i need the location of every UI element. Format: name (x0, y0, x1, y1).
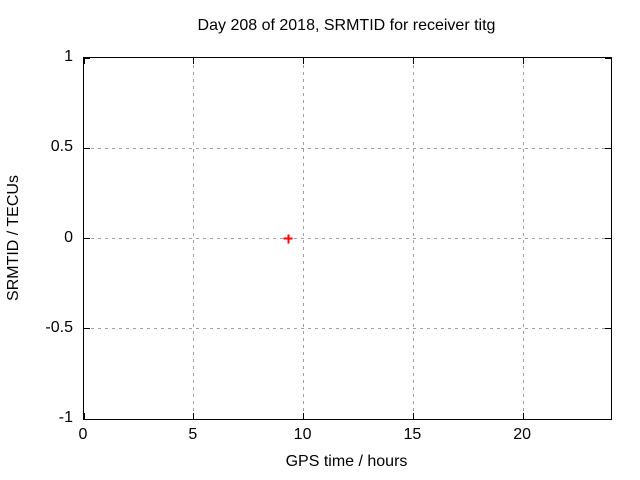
y-tick-mark (84, 328, 90, 330)
x-axis-label: GPS time / hours (285, 453, 408, 470)
x-tick-mark (303, 413, 305, 419)
x-tick-mark (522, 413, 524, 419)
x-tick-mark (83, 413, 85, 419)
y-tick-mark (84, 238, 90, 239)
y-tick-mark-mirror (605, 418, 611, 420)
y-tick-label: -1 (58, 409, 73, 426)
x-tick-label: 5 (188, 426, 198, 443)
x-tick-label: 20 (513, 426, 532, 443)
data-point-marker (283, 234, 293, 243)
plot-area (83, 57, 612, 420)
y-gridline (84, 238, 611, 239)
y-tick-mark-mirror (605, 238, 611, 239)
x-tick-mark (412, 413, 414, 419)
x-tick-label: 10 (293, 426, 312, 443)
y-tick-label: 1 (64, 48, 73, 65)
y-tick-label: -0.5 (45, 318, 73, 336)
y-tick-mark (84, 418, 90, 420)
y-tick-label: 0 (64, 228, 73, 246)
x-tick-label: 15 (403, 426, 422, 443)
y-tick-label: 0.5 (50, 138, 73, 156)
marker-vertical-bar (287, 234, 290, 243)
y-tick-mark-mirror (605, 57, 611, 59)
y-tick-mark-mirror (605, 147, 611, 149)
y-gridline (84, 147, 611, 149)
y-tick-mark-mirror (605, 328, 611, 330)
x-tick-mark-mirror (193, 58, 195, 64)
x-tick-mark-mirror (522, 58, 524, 64)
x-tick-mark-mirror (303, 58, 305, 64)
x-tick-mark (193, 413, 195, 419)
y-tick-mark (84, 147, 90, 149)
y-gridline (84, 328, 611, 330)
y-tick-mark (84, 57, 90, 59)
x-tick-label: 0 (78, 426, 88, 443)
chart-title: Day 208 of 2018, SRMTID for receiver tit… (197, 17, 496, 34)
x-tick-mark-mirror (412, 58, 414, 64)
x-tick-mark-mirror (83, 58, 85, 64)
